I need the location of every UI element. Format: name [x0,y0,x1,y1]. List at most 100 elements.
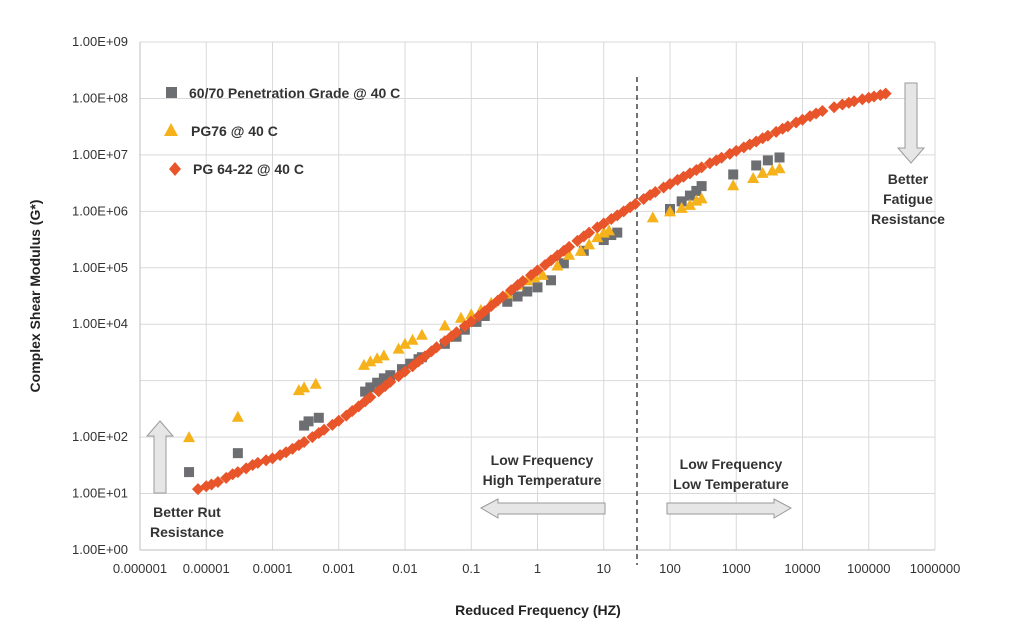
data-point-diamond [298,435,311,448]
data-point-diamond [332,414,345,427]
data-point-diamond [364,391,377,404]
series-1 [183,162,786,443]
legend-square-icon [166,87,177,98]
data-point-diamond [649,186,662,199]
data-point-triangle [756,166,769,178]
data-point-triangle [727,179,740,191]
data-point-triangle [591,231,604,243]
data-point-square [676,196,687,207]
low-temp-label-line-2: Low Temperature [673,476,789,492]
y-tick-labels: 1.00E+00 1.00E+01 1.00E+02 1.00E+04 1.00E+05… [72,34,128,557]
legend-label-pg76: PG76 @ 40 C [191,123,278,139]
data-point-square [232,448,243,459]
x-tick-label: 10 [597,561,611,576]
x-tick-label: 1000 [722,561,751,576]
data-point-square [691,185,702,196]
x-axis-title: Reduced Frequency (HZ) [455,602,621,618]
data-point-triangle [298,381,311,393]
fatigue-label-line-1: Better [888,171,929,187]
data-point-square [184,467,195,478]
data-point-square [502,296,513,307]
data-point-triangle [583,238,596,250]
x-tick-label: 1000000 [910,561,961,576]
data-point-diamond [781,120,794,133]
low-temp-label-line-1: Low Frequency [680,456,783,472]
fatigue-label-line-3: Resistance [871,211,945,227]
data-point-square [598,235,609,246]
series-2 [191,87,892,496]
data-point-triangle [438,319,451,331]
right-arrow-icon [666,498,793,519]
legend: 60/70 Penetration Grade @ 40 C PG76 @ 40… [164,85,400,177]
data-point-diamond [695,161,708,174]
data-point-diamond [761,129,774,142]
data-point-triangle [536,268,549,280]
data-point-triangle [773,162,786,174]
data-point-triangle [415,328,428,340]
high-temp-label-line-1: Low Frequency [491,452,594,468]
data-point-square [532,282,543,293]
data-point-diamond [848,95,861,108]
annotation-high-temp: Low Frequency High Temperature [479,452,606,519]
data-point-square [313,412,324,423]
data-point-triangle [646,211,659,223]
y-tick-label: 1.00E+04 [72,316,128,331]
legend-item-pg76: PG76 @ 40 C [164,123,278,139]
data-point-diamond [318,423,331,436]
x-tick-label: 0.00001 [183,561,230,576]
rut-label-line-2: Resistance [150,524,224,540]
data-point-diamond [879,87,892,100]
data-point-triangle [454,311,467,323]
x-tick-label: 0.01 [392,561,417,576]
data-point-square [546,275,557,286]
data-point-square [774,152,785,163]
data-point-triangle [664,205,676,217]
annotation-rut: Better Rut Resistance [145,420,224,540]
axes [139,42,935,551]
data-point-square [612,227,623,238]
x-tick-label: 0.0001 [253,561,293,576]
data-point-diamond [384,375,397,388]
y-tick-label: 1.00E+05 [72,260,128,275]
legend-item-penetration: 60/70 Penetration Grade @ 40 C [166,85,400,101]
data-point-square [751,160,762,171]
data-point-diamond [816,104,829,117]
data-point-diamond [516,275,529,288]
data-point-triangle [231,410,244,422]
data-point-diamond [211,476,224,489]
data-point-triangle [309,377,322,389]
x-tick-label: 0.000001 [113,561,167,576]
annotation-fatigue: Better Fatigue Resistance [871,82,945,227]
legend-label-pg6422: PG 64-22 @ 40 C [193,161,304,177]
data-point-triangle [357,358,370,370]
rut-label-line-1: Better Rut [153,504,221,520]
data-point-triangle [747,171,760,183]
data-point-diamond [465,315,478,328]
high-temp-label-line-2: High Temperature [483,472,602,488]
data-point-diamond [583,226,596,239]
y-tick-label: 1.00E+07 [72,147,128,162]
data-point-diamond [450,326,463,339]
data-point-square [512,291,523,302]
data-point-square [684,190,695,201]
data-point-diamond [715,151,728,164]
x-tick-label: 0.001 [322,561,355,576]
data-point-square [303,416,314,427]
data-point-square [360,386,371,397]
left-arrow-icon [479,498,606,519]
up-arrow-icon [145,420,175,494]
x-tick-label: 1 [534,561,541,576]
legend-item-pg6422: PG 64-22 @ 40 C [169,161,304,177]
legend-label-penetration: 60/70 Penetration Grade @ 40 C [189,85,400,101]
data-point-triangle [695,192,708,204]
x-tick-labels: 0.000001 0.00001 0.0001 0.001 0.01 0.1 1 10 100 1… [113,561,960,576]
data-point-triangle [364,355,377,367]
data-point-triangle [399,337,411,349]
y-tick-label: 1.00E+08 [72,90,128,105]
data-point-square [522,286,533,297]
data-point-diamond [496,290,509,303]
y-tick-label: 1.00E+02 [72,429,128,444]
x-tick-label: 0.1 [462,561,480,576]
data-point-triangle [683,198,696,210]
x-tick-label: 100000 [847,561,890,576]
